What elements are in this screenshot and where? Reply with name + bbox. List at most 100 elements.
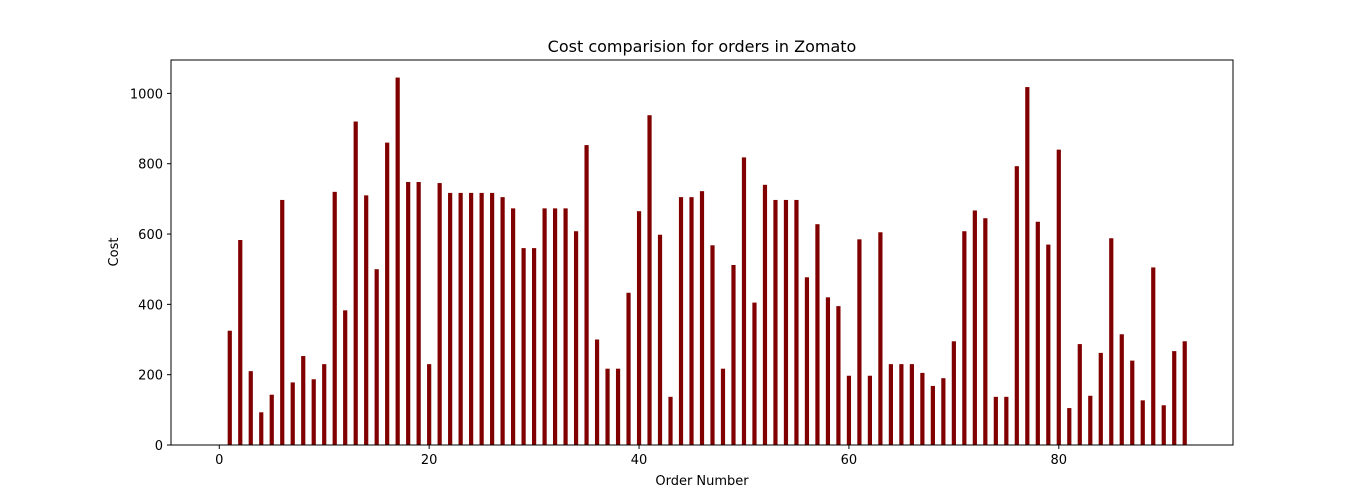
bar-order-34: [573, 231, 579, 445]
bar-order-74: [993, 396, 998, 445]
bar-order-22: [448, 192, 453, 445]
bar-order-75: [1004, 396, 1009, 445]
bar-order-1: [227, 330, 232, 445]
bar-order-10: [322, 364, 327, 445]
bar-order-2: [238, 240, 243, 445]
bar-order-43: [668, 396, 673, 445]
bar-order-4: [259, 412, 264, 445]
bar-order-31: [542, 208, 547, 445]
bar-order-25: [479, 192, 484, 445]
x-tick-label: 60: [841, 453, 858, 468]
bar-order-91: [1172, 351, 1177, 445]
bar-order-51: [752, 302, 757, 445]
bar-order-80: [1056, 149, 1061, 445]
x-tick-label: 0: [215, 453, 223, 468]
bar-order-16: [385, 142, 390, 445]
bar-order-79: [1046, 244, 1051, 445]
bar-order-23: [458, 192, 463, 445]
bar-order-77: [1025, 87, 1030, 445]
y-tick-label: 0: [155, 439, 163, 454]
x-tick-label: 80: [1051, 453, 1068, 468]
bar-order-49: [731, 264, 736, 445]
bar-order-15: [374, 269, 379, 445]
bar-order-90: [1161, 405, 1166, 445]
bar-order-8: [301, 356, 306, 445]
y-tick-label: 600: [138, 228, 163, 243]
bar-order-45: [689, 197, 694, 445]
bar-order-59: [836, 306, 841, 445]
x-axis-label: Order Number: [655, 474, 749, 489]
bar-order-28: [511, 208, 516, 445]
bar-order-6: [280, 199, 285, 445]
bar-order-5: [269, 394, 274, 445]
bar-order-88: [1140, 400, 1145, 445]
bar-order-60: [846, 375, 852, 445]
bar-order-12: [343, 310, 348, 445]
bar-order-7: [290, 382, 295, 445]
bar-order-42: [657, 234, 663, 445]
y-tick-label: 1000: [130, 87, 163, 102]
bar-order-64: [888, 364, 893, 445]
bar-order-67: [920, 372, 925, 445]
bar-order-73: [983, 218, 988, 445]
bar-order-3: [248, 371, 253, 445]
bar-order-21: [437, 183, 442, 445]
y-tick-label: 800: [138, 158, 163, 173]
bar-order-78: [1035, 221, 1040, 445]
bar-order-82: [1077, 344, 1082, 445]
y-tick-label: 400: [138, 298, 163, 313]
bar-order-83: [1088, 395, 1093, 445]
bar-order-18: [406, 182, 411, 445]
bar-order-53: [773, 199, 778, 445]
bar-order-81: [1067, 408, 1072, 445]
bar-order-32: [552, 208, 558, 445]
bar-order-76: [1014, 166, 1019, 445]
bar-order-14: [364, 195, 369, 445]
bar-order-57: [815, 224, 820, 445]
bar-order-87: [1130, 360, 1135, 445]
bar-order-62: [867, 375, 873, 445]
y-axis-label: Cost: [107, 238, 122, 267]
bar-order-72: [972, 210, 977, 445]
plot-frame: [170, 59, 1234, 446]
bar-order-84: [1098, 352, 1103, 445]
bar-order-44: [678, 197, 684, 445]
bar-order-89: [1151, 267, 1156, 445]
bar-order-27: [500, 197, 505, 445]
bar-order-9: [311, 379, 316, 445]
bar-order-92: [1182, 341, 1187, 445]
bar-order-46: [699, 191, 705, 445]
bar-order-48: [720, 368, 726, 445]
bar-order-30: [532, 248, 537, 445]
bar-order-85: [1109, 238, 1114, 445]
bar-order-55: [794, 199, 799, 445]
bar-order-58: [825, 297, 831, 445]
bar-order-33: [563, 208, 568, 445]
bar-order-40: [636, 211, 642, 445]
bar-order-39: [626, 292, 631, 445]
bar-order-13: [353, 121, 358, 445]
bar-order-37: [605, 368, 610, 445]
bar-order-63: [878, 232, 883, 445]
bar-order-26: [490, 192, 495, 445]
bar-order-38: [615, 368, 621, 445]
bar-order-54: [783, 199, 789, 445]
bar-order-29: [521, 248, 526, 445]
bar-order-19: [416, 182, 421, 445]
bar-order-52: [762, 184, 768, 445]
bar-order-20: [427, 364, 432, 445]
bar-order-70: [951, 341, 956, 445]
x-axis-ticks: 0 20 40 60 80: [215, 445, 1067, 468]
y-axis-ticks: 0 200 400 600 800 1000: [130, 87, 171, 454]
bar-order-17: [395, 77, 400, 445]
bar-order-86: [1119, 334, 1124, 445]
bar-order-47: [710, 245, 715, 445]
bar-order-36: [594, 339, 600, 445]
bar-order-68: [930, 385, 935, 445]
bar-order-41: [647, 115, 652, 445]
bar-order-65: [899, 364, 904, 445]
y-tick-label: 200: [138, 369, 163, 384]
bar-order-69: [941, 378, 946, 445]
